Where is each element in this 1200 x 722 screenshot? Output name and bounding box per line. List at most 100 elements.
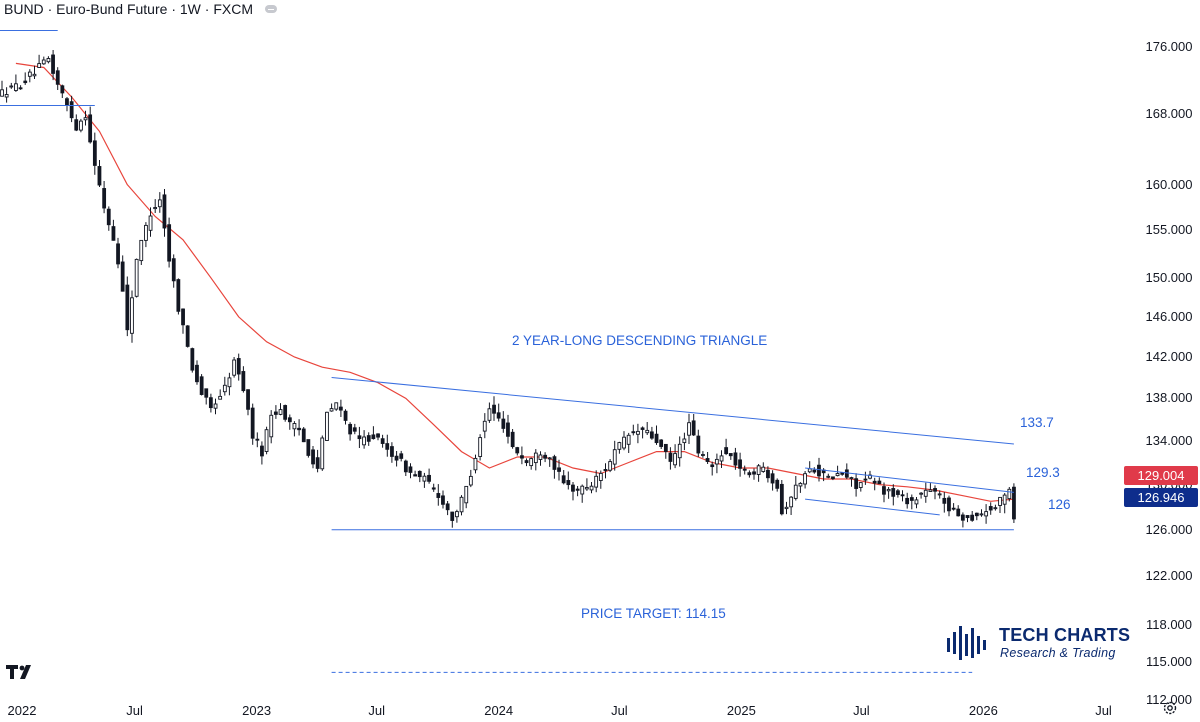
- candle-down: [896, 490, 900, 495]
- candle-down: [965, 515, 970, 519]
- candle-up: [798, 482, 803, 487]
- y-tick-label: 134.000: [1145, 432, 1193, 448]
- candle-down: [106, 208, 111, 226]
- candle-up: [687, 422, 691, 436]
- candle-down: [970, 514, 975, 521]
- candle-down: [863, 478, 868, 481]
- candle-down: [779, 483, 784, 515]
- candle-up: [325, 411, 329, 441]
- candle-up: [756, 465, 761, 475]
- candle-down: [900, 494, 905, 497]
- candle-down: [204, 388, 209, 398]
- candle-up: [148, 215, 153, 231]
- candle-up: [622, 436, 626, 449]
- candle-up: [789, 496, 794, 508]
- candle-down: [575, 488, 580, 491]
- candle-down: [770, 473, 775, 484]
- y-tick-label: 142.000: [1145, 349, 1193, 364]
- candle-down: [338, 406, 343, 411]
- candle-down: [403, 460, 408, 473]
- x-tick-label: Jul: [853, 703, 870, 718]
- candle-up: [677, 443, 682, 459]
- candle-down: [431, 487, 436, 490]
- candle-up: [478, 437, 483, 457]
- candle-down: [571, 484, 575, 492]
- y-tick-label: 168.000: [1145, 106, 1193, 122]
- candle-down: [524, 460, 529, 464]
- candle-down: [515, 447, 520, 454]
- candle-down: [111, 226, 116, 241]
- candle-up: [617, 442, 622, 450]
- candle-up: [998, 496, 1002, 506]
- candle-up: [682, 438, 687, 444]
- candle-down: [631, 431, 636, 434]
- x-tick-label: 2024: [484, 703, 514, 718]
- candle-down: [88, 114, 93, 143]
- candle-up: [636, 430, 640, 435]
- candle-down: [162, 194, 167, 229]
- symbol-header[interactable]: BUND · Euro-Bund Future · 1W · FXCM: [4, 1, 277, 17]
- y-tick-label: 138.000: [1145, 390, 1193, 406]
- candle-up: [222, 384, 227, 393]
- x-tick-label: Jul: [368, 703, 385, 718]
- candle-up: [594, 475, 599, 488]
- candle-down: [92, 140, 97, 166]
- candle-down: [520, 455, 524, 459]
- candle-up: [993, 507, 998, 510]
- candle-down: [51, 54, 55, 74]
- price-target-label: PRICE TARGET: 114.15: [581, 606, 726, 621]
- candle-down: [956, 508, 961, 517]
- candles-layer: [0, 50, 1016, 528]
- candle-down: [171, 258, 176, 282]
- candle-down: [974, 512, 979, 517]
- candle-down: [501, 418, 506, 429]
- eye-pill-icon[interactable]: [264, 5, 277, 14]
- tradingview-logo-icon[interactable]: [6, 663, 38, 686]
- candle-down: [185, 325, 190, 347]
- candle-up: [473, 457, 478, 471]
- candle-up: [714, 458, 719, 465]
- candle-up: [979, 513, 984, 516]
- candle-down: [436, 493, 441, 498]
- candle-down: [199, 376, 204, 395]
- candle-down: [891, 488, 896, 497]
- candle-down: [854, 478, 859, 489]
- exchange-label: FXCM: [213, 1, 253, 17]
- y-tick-label: 155.000: [1145, 222, 1193, 238]
- candle-up: [269, 414, 274, 438]
- candle-down: [255, 438, 260, 441]
- candle-down: [557, 467, 561, 472]
- candle-up: [9, 85, 14, 88]
- candle-down: [371, 434, 376, 440]
- candle-down: [742, 468, 747, 471]
- support-level-label: 126: [1048, 497, 1071, 512]
- candle-down: [408, 466, 413, 473]
- candle-down: [696, 435, 701, 454]
- candle-up: [547, 457, 552, 460]
- candle-down: [65, 98, 69, 106]
- candle-down: [705, 458, 710, 462]
- candle-down: [603, 469, 608, 471]
- candle-up: [835, 473, 840, 477]
- candle-down: [988, 506, 993, 511]
- gear-icon[interactable]: [1162, 700, 1178, 721]
- candle-down: [181, 308, 185, 326]
- logo-bars-icon: [947, 626, 986, 660]
- candle-down: [241, 371, 246, 392]
- candle-up: [0, 89, 4, 97]
- candle-down: [260, 445, 264, 457]
- candle-down: [208, 397, 213, 409]
- y-tick-label: 118.000: [1145, 616, 1193, 632]
- x-tick-label: Jul: [1095, 703, 1112, 718]
- candle-up: [482, 420, 487, 432]
- candle-up: [761, 466, 766, 472]
- candle-down: [566, 480, 571, 486]
- candle-up: [46, 58, 51, 63]
- candle-down: [817, 464, 821, 477]
- candle-up: [826, 475, 831, 478]
- candle-down: [120, 261, 125, 292]
- candle-down: [510, 431, 515, 448]
- candle-down: [417, 470, 422, 478]
- candle-down: [733, 452, 738, 466]
